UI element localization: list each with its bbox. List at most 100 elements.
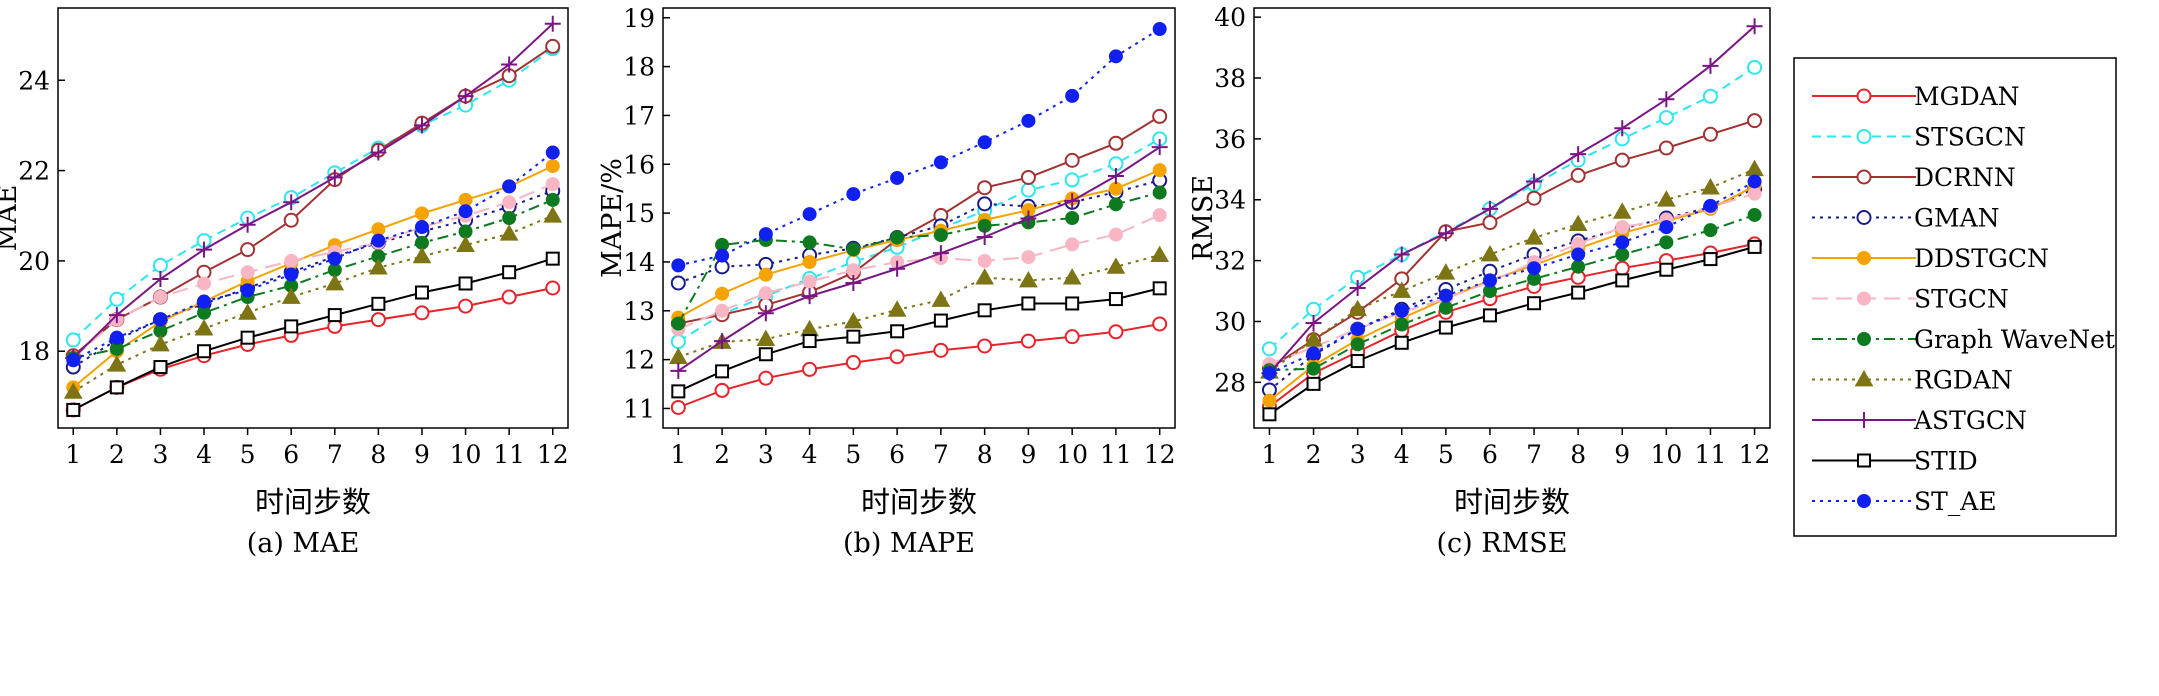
series-line: [72, 165, 554, 389]
legend-label: STSGCN: [1914, 123, 2026, 152]
x-axis-label: 时间步数: [255, 485, 371, 519]
data-point: [545, 159, 560, 174]
x-tick-label: 11: [493, 440, 525, 469]
series-stgcn: [1262, 186, 1762, 372]
x-tick-label: 3: [1350, 440, 1366, 469]
data-point: [758, 286, 773, 301]
data-point: [889, 349, 905, 365]
legend-label: DCRNN: [1914, 163, 2016, 192]
data-point: [197, 344, 212, 359]
data-point: [1614, 152, 1630, 168]
data-point: [458, 204, 473, 219]
data-point: [1570, 167, 1586, 183]
x-tick-label: 10: [1056, 440, 1088, 469]
data-point: [109, 380, 124, 395]
data-point: [414, 206, 429, 221]
data-point: [1152, 281, 1167, 296]
data-point: [1747, 207, 1762, 222]
y-tick-label: 20: [18, 247, 50, 276]
data-point: [544, 15, 561, 32]
x-tick-label: 5: [845, 440, 861, 469]
series-st-ae: [1262, 174, 1762, 381]
data-point: [1703, 252, 1718, 267]
data-point: [1527, 261, 1542, 276]
legend: MGDAN STSGCN DCRNN GMAN DDSTGCN STGCN Graph Wa…: [1793, 57, 2117, 537]
y-axis-label: MAE: [0, 185, 23, 252]
data-point: [1262, 366, 1277, 381]
legend-entry: GMAN: [1812, 204, 2000, 233]
data-point: [1021, 113, 1036, 128]
data-point: [802, 334, 817, 349]
data-point: [1304, 330, 1323, 347]
data-point: [107, 355, 127, 372]
data-point: [846, 263, 861, 278]
data-point: [153, 360, 168, 375]
data-point: [931, 290, 951, 307]
x-tick-label: 11: [1100, 440, 1132, 469]
series-st-ae: [66, 145, 560, 368]
data-point: [327, 308, 342, 323]
data-point: [1702, 57, 1719, 74]
data-point: [153, 290, 168, 305]
legend-marker: [1856, 412, 1872, 428]
data-point: [197, 276, 212, 291]
data-point: [1656, 190, 1676, 207]
legend-entry: STSGCN: [1812, 123, 2026, 152]
data-point: [414, 305, 430, 321]
data-point: [1020, 182, 1036, 198]
x-tick-label: 1: [65, 440, 81, 469]
data-point: [413, 117, 430, 134]
data-point: [715, 303, 730, 318]
legend-marker: [1857, 332, 1871, 346]
data-point: [977, 180, 993, 196]
data-point: [1152, 316, 1168, 332]
data-point: [1438, 320, 1453, 335]
data-point: [1151, 139, 1168, 156]
data-point: [800, 319, 819, 337]
data-point: [240, 330, 255, 345]
legend-marker: [1854, 369, 1874, 387]
data-point: [1745, 159, 1764, 177]
legend-label: RGDAN: [1914, 366, 2013, 395]
data-point: [371, 233, 386, 248]
data-point: [1350, 337, 1365, 352]
series-line: [1268, 119, 1755, 370]
legend-label: GMAN: [1914, 204, 2000, 233]
data-point: [1703, 198, 1718, 213]
data-point: [1481, 200, 1498, 217]
x-tick-label: 4: [196, 440, 212, 469]
data-point: [284, 253, 299, 268]
data-point: [1571, 247, 1586, 262]
series-mgdan: [65, 280, 561, 418]
series-ddstgcn: [66, 159, 560, 395]
data-point: [1020, 169, 1036, 185]
series-line: [677, 191, 1160, 324]
data-point: [239, 216, 256, 233]
data-point: [1152, 108, 1168, 124]
data-point: [890, 230, 905, 245]
series-line: [72, 257, 553, 411]
data-point: [153, 312, 168, 327]
data-point: [977, 338, 993, 354]
data-point: [1747, 113, 1763, 129]
data-point: [1747, 186, 1762, 201]
data-point: [1065, 237, 1080, 252]
data-point: [1702, 126, 1718, 142]
series-astgcn: [1261, 18, 1763, 382]
x-tick-label: 3: [758, 440, 774, 469]
data-point: [1746, 18, 1763, 35]
data-point: [758, 227, 773, 242]
y-tick-label: 14: [623, 248, 655, 277]
series-line: [677, 254, 1160, 359]
data-point: [670, 275, 686, 291]
legend-entry: DCRNN: [1812, 163, 2016, 192]
data-point: [1703, 223, 1718, 238]
data-point: [1108, 227, 1123, 242]
data-point: [1152, 185, 1167, 200]
panel-caption: (c) RMSE: [1437, 528, 1568, 559]
data-point: [758, 370, 774, 386]
data-point: [1615, 220, 1630, 235]
